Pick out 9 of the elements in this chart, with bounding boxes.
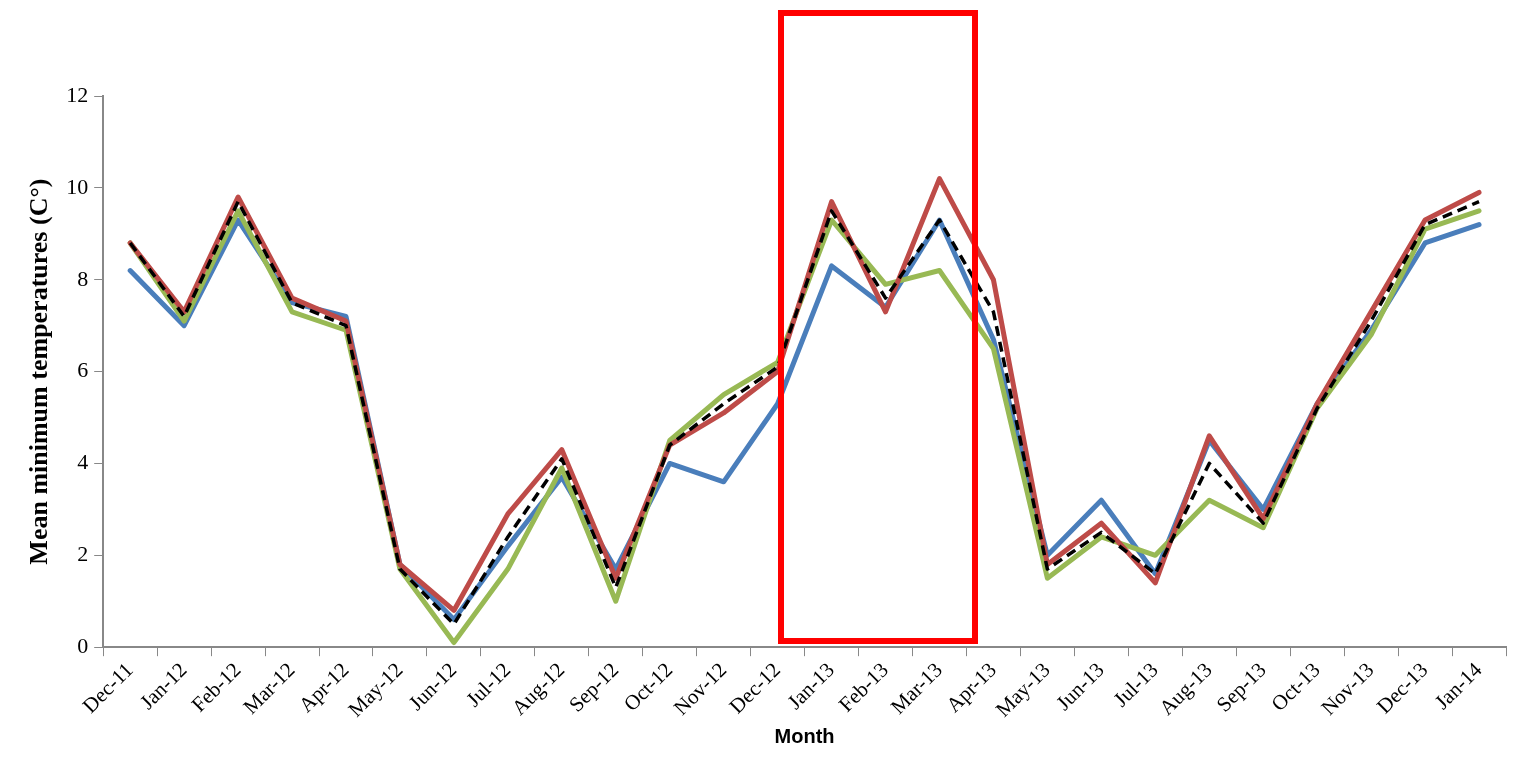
y-tick-label: 12 (66, 81, 89, 107)
x-axis-title: Month (774, 724, 835, 747)
y-tick-label: 4 (77, 449, 89, 475)
y-axis-title: Mean minimum temperatures (C°) (24, 178, 54, 565)
y-tick-label: 2 (77, 541, 89, 567)
y-tick-label: 6 (77, 357, 89, 383)
y-tick-label: 10 (66, 173, 89, 199)
y-tick-label: 0 (77, 632, 89, 658)
y-tick-label: 8 (77, 265, 89, 291)
